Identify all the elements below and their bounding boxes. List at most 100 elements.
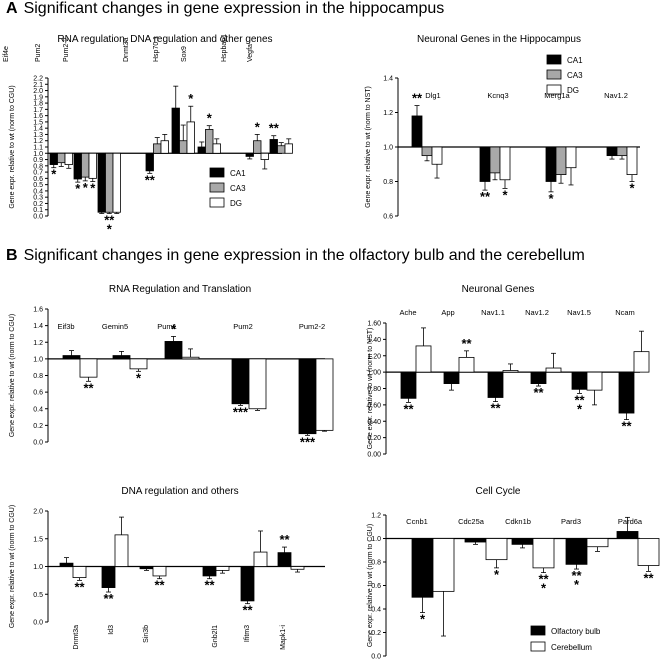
category-label: Sin3b — [143, 625, 150, 643]
y-tick-label: 0.0 — [33, 620, 43, 627]
y-tick-label: 2.0 — [33, 88, 43, 95]
y-tick-label: 2.2 — [33, 76, 43, 83]
legend-label: CA3 — [230, 184, 246, 193]
y-tick-label: 0.8 — [371, 560, 381, 567]
significance-marker: ** — [74, 579, 85, 594]
y-axis-label: Gene expr. relative to wt (norm to CGU) — [9, 505, 16, 628]
bar — [421, 146, 433, 157]
bar — [511, 538, 534, 545]
bar — [458, 356, 475, 373]
bar — [411, 115, 423, 148]
category-label: Cdkn1b — [505, 517, 531, 526]
chart-b2: Neuronal Genes 0.00 0.20 0.40 0.60 0.80 1.00 1.… — [367, 284, 650, 459]
category-label: Ncam — [615, 308, 635, 317]
y-tick-label: 1.40 — [367, 337, 381, 344]
category-label: Mapk1-i — [280, 625, 287, 650]
chart-title: DNA regulation and others — [121, 486, 238, 497]
significance-marker: ** — [242, 603, 253, 618]
category-label: Sox9 — [181, 46, 188, 62]
legend-swatch — [546, 84, 562, 95]
bar — [431, 146, 443, 165]
y-tick-label: 0.7 — [33, 170, 43, 177]
bar — [616, 146, 628, 157]
y-tick-label: 1.2 — [383, 110, 393, 117]
bar — [479, 146, 491, 182]
y-tick-label: 1.6 — [33, 113, 43, 120]
y-tick-label: 1.2 — [33, 138, 43, 145]
bar — [64, 152, 73, 165]
bar — [616, 531, 639, 539]
significance-marker: * — [502, 187, 508, 202]
legend-swatch — [209, 182, 225, 193]
bar — [415, 345, 432, 373]
bar — [59, 562, 74, 567]
y-tick-label: 1.4 — [33, 323, 43, 330]
y-tick-label: 0.9 — [33, 157, 43, 164]
y-tick-label: 0.0 — [33, 440, 43, 447]
significance-marker: * — [494, 567, 500, 582]
bar — [586, 371, 603, 391]
y-tick-label: 0.0 — [371, 654, 381, 661]
significance-marker: ** — [103, 591, 114, 606]
section-a-heading: A Significant changes in gene expression … — [6, 0, 444, 18]
y-tick-label: 1.0 — [383, 145, 393, 152]
significance-marker: ** — [574, 392, 585, 407]
chart-title: Neuronal Genes in the Hippocampus — [417, 34, 581, 45]
bar — [545, 367, 562, 373]
bar — [269, 139, 278, 154]
bar — [186, 121, 195, 154]
bar — [606, 146, 618, 157]
y-axis-label: Gene expr. relative to wt (norm to CGU) — [9, 85, 16, 208]
significance-marker: * — [136, 370, 142, 385]
legend-swatch — [209, 197, 225, 208]
section-b-title: Significant changes in gene expression i… — [23, 247, 585, 264]
significance-marker: ** — [461, 336, 472, 351]
legend-label: Olfactory bulb — [551, 627, 601, 636]
y-tick-label: 1.0 — [33, 356, 43, 363]
y-tick-label: 1.2 — [33, 340, 43, 347]
legend-label: CA1 — [230, 169, 246, 178]
section-b-letter: B — [6, 247, 18, 264]
bar — [57, 152, 66, 164]
y-tick-label: 0.4 — [33, 188, 43, 195]
y-tick-label: 0.00 — [367, 452, 381, 459]
bar — [637, 538, 660, 566]
category-label: Ccnb1 — [406, 517, 428, 526]
bar — [464, 538, 487, 543]
y-tick-label: 0.2 — [33, 423, 43, 430]
bar — [152, 566, 167, 577]
significance-marker: * — [577, 401, 583, 416]
significance-marker: *** — [300, 434, 316, 449]
chart-b4: Cell Cycle 0.0 0.2 0.4 0.6 0.8 1.0 1.2 Gene expr… — [367, 486, 660, 661]
significance-marker: ** — [643, 570, 654, 585]
significance-marker: * — [255, 119, 261, 134]
y-tick-label: 1.8 — [33, 101, 43, 108]
category-label: Hspbap1 — [221, 34, 228, 62]
bar — [240, 566, 255, 602]
y-tick-label: 0.4 — [33, 406, 43, 413]
significance-marker: * — [541, 581, 547, 596]
bar — [202, 566, 217, 577]
legend-swatch — [209, 167, 225, 178]
category-label: Id3 — [108, 625, 115, 635]
significance-marker: ** — [204, 578, 215, 593]
y-tick-label: 1.1 — [33, 145, 43, 152]
significance-marker: * — [171, 321, 177, 336]
significance-marker: * — [629, 181, 635, 196]
category-label: Eif4e — [3, 46, 10, 62]
bar — [105, 152, 114, 213]
bar — [626, 146, 638, 176]
y-tick-label: 1.5 — [33, 119, 43, 126]
bar — [298, 358, 317, 435]
category-label: Pard6a — [618, 517, 643, 526]
y-tick-label: 1.00 — [367, 370, 381, 377]
category-label: Pum2-2 — [299, 322, 325, 331]
significance-marker: ** — [621, 419, 632, 434]
category-label: Merg1a — [544, 91, 570, 100]
chart-title: RNA Regulation and Translation — [109, 284, 251, 295]
significance-marker: ** — [538, 572, 549, 587]
category-label: Hsp70.1 — [153, 36, 160, 62]
category-label: Vegfa — [247, 44, 254, 62]
y-tick-label: 0.20 — [367, 435, 381, 442]
bar — [49, 152, 58, 165]
